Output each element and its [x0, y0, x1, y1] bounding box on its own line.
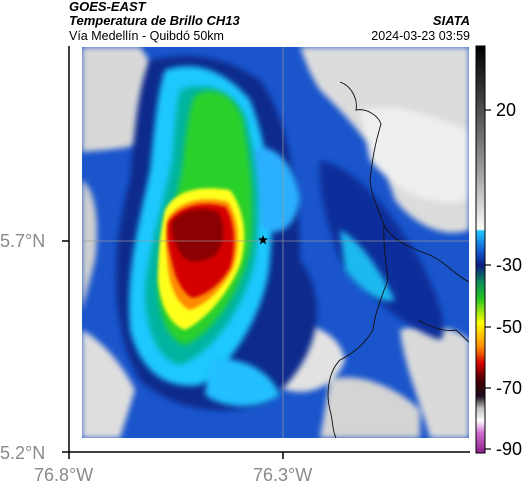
brightness-temperature-field: [82, 47, 469, 438]
cold-core: [171, 209, 224, 262]
lat-label-5-2: 5.2°N: [0, 443, 46, 463]
secondary-border: [383, 224, 469, 283]
lon-label-76-8: 76.8°W: [34, 465, 94, 485]
gray-cloud-regions: [82, 47, 469, 438]
satellite-title: GOES-EAST: [69, 0, 146, 14]
agency-label: SIATA: [432, 13, 470, 28]
star-icon: [258, 235, 268, 245]
datetime-label: 2024-03-23 03:59: [371, 29, 470, 43]
lat-label-5-7: 5.7°N: [0, 231, 46, 251]
graticule: [82, 47, 469, 438]
cbar-label-minus30: -30: [496, 255, 523, 275]
minor-border: [417, 319, 469, 343]
cbar-label-minus70: -70: [496, 378, 523, 398]
product-title: Temperatura de Brillo CH13: [69, 13, 240, 28]
department-border: [327, 81, 389, 438]
coastline-borders: [327, 81, 469, 438]
route-subtitle: Vía Medellín - Quibdó 50km: [69, 29, 224, 43]
cbar-label-minus90: -90: [496, 439, 523, 459]
cbar-label-20: 20: [496, 100, 517, 120]
cbar-label-minus50: -50: [496, 317, 523, 337]
lon-label-76-3: 76.3°W: [253, 465, 313, 485]
colorbar-gradient: [475, 45, 486, 454]
colorbar: [475, 45, 491, 454]
